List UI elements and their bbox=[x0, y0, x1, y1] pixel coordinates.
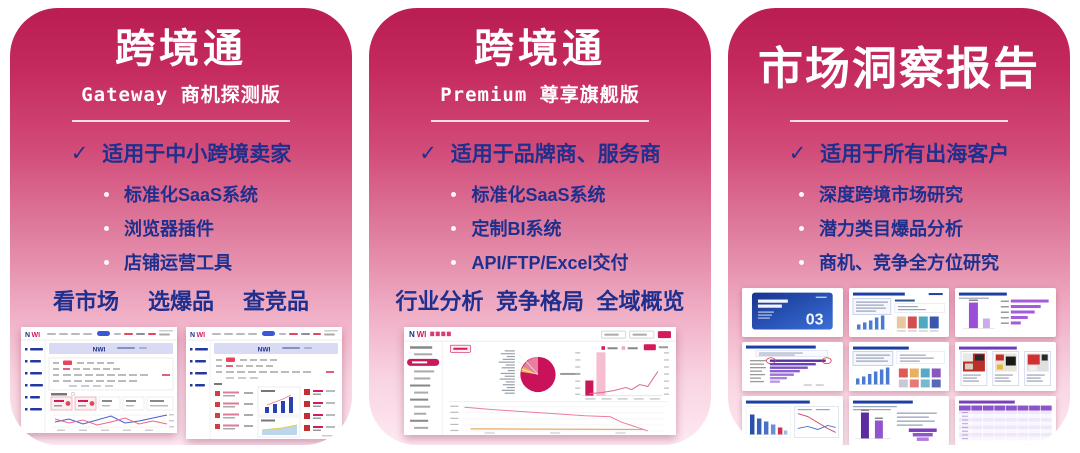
bullet-item: 标准化SaaS系统 bbox=[103, 177, 259, 211]
report-thumb-cover: 03 bbox=[742, 288, 843, 337]
report-thumb-data-table bbox=[955, 396, 1056, 445]
report-thumbnail-grid: 03 bbox=[728, 288, 1070, 445]
divider bbox=[71, 120, 291, 122]
bullet-text: 标准化SaaS系统 bbox=[471, 185, 606, 205]
bullet-icon bbox=[103, 225, 109, 231]
divider bbox=[789, 120, 1009, 122]
feature-tabs: 看市场 选爆品 查竞品 bbox=[10, 284, 352, 316]
feature-bullet-list: 深度跨境市场研究 潜力类目爆品分析 商机、竞争全方位研究 bbox=[799, 177, 999, 279]
bullet-text: 商机、竞争全方位研究 bbox=[819, 253, 999, 273]
report-thumb-columns-funnel bbox=[848, 396, 950, 445]
bullet-text: 浏览器插件 bbox=[123, 219, 214, 239]
feature-label: 查竞品 bbox=[242, 289, 309, 314]
feature-bullet-list: 标准化SaaS系统 浏览器插件 店铺运营工具 bbox=[103, 177, 259, 279]
report-thumb-hot-products bbox=[955, 342, 1056, 391]
nwi-logo-wi: WI bbox=[417, 330, 427, 339]
plan-card-gateway: 跨境通 Gateway 商机探测版 ✓ 适用于中小跨境卖家 标准化SaaS系统 … bbox=[10, 8, 352, 445]
check-icon: ✓ bbox=[70, 141, 89, 165]
dashboard-screenshot-bi: N WI bbox=[404, 327, 676, 435]
bullet-icon bbox=[451, 191, 457, 197]
report-thumb-purple-ranking bbox=[955, 288, 1056, 337]
audience-line: ✓ 适用于品牌商、服务商 bbox=[419, 138, 661, 168]
nwi-logo-wi: WI bbox=[31, 332, 40, 339]
card-header: 跨境通 Premium 尊享旗舰版 bbox=[440, 22, 640, 114]
card-title: 跨境通 bbox=[473, 27, 606, 71]
cover-number: 03 bbox=[806, 311, 824, 328]
nwi-logo-n: N bbox=[190, 332, 195, 339]
bullet-item: 浏览器插件 bbox=[103, 211, 258, 245]
feature-label: 全域概览 bbox=[596, 289, 685, 314]
feature-label: 竞争格局 bbox=[495, 289, 584, 314]
report-thumb-trend-compare bbox=[742, 396, 843, 445]
nwi-logo-n: N bbox=[25, 332, 30, 339]
plan-card-premium: 跨境通 Premium 尊享旗舰版 ✓ 适用于品牌商、服务商 标准化SaaS系统… bbox=[369, 8, 711, 445]
bullet-text: API/FTP/Excel交付 bbox=[471, 253, 629, 273]
bullet-text: 深度跨境市场研究 bbox=[819, 185, 963, 205]
dashboard-screenshot-products: N WI bbox=[185, 327, 342, 439]
bullet-icon bbox=[103, 191, 109, 197]
bullet-icon bbox=[799, 225, 804, 231]
bullet-item: 深度跨境市场研究 bbox=[799, 177, 999, 211]
bullet-icon bbox=[103, 259, 109, 265]
audience-text: 适用于中小跨境卖家 bbox=[102, 143, 292, 166]
screenshot-strip: N WI bbox=[20, 327, 342, 439]
card-header: 跨境通 Gateway 商机探测版 bbox=[81, 22, 281, 114]
bullet-item: 店铺运营工具 bbox=[103, 245, 258, 279]
bullet-text: 店铺运营工具 bbox=[123, 253, 232, 273]
report-card-insight: 市场洞察报告 ✓ 适用于所有出海客户 深度跨境市场研究 潜力类目爆品分析 商机、… bbox=[728, 8, 1070, 445]
nwi-banner-logo: NWI bbox=[257, 347, 270, 354]
audience-text: 适用于所有出海客户 bbox=[820, 143, 1010, 166]
bullet-icon bbox=[799, 191, 804, 197]
card-subtitle: Premium 尊享旗舰版 bbox=[440, 84, 640, 106]
divider bbox=[430, 120, 650, 122]
card-title: 市场洞察报告 bbox=[757, 42, 1040, 94]
bullet-item: 标准化SaaS系统 bbox=[451, 177, 628, 211]
nwi-logo-wi: WI bbox=[196, 332, 205, 339]
card-title: 跨境通 bbox=[114, 27, 247, 71]
card-subtitle: Gateway 商机探测版 bbox=[81, 84, 281, 106]
feature-bullet-list: 标准化SaaS系统 定制BI系统 API/FTP/Excel交付 bbox=[451, 177, 629, 279]
bullet-icon bbox=[451, 259, 457, 265]
audience-text: 适用于品牌商、服务商 bbox=[450, 143, 661, 166]
bullet-icon bbox=[451, 225, 457, 231]
report-thumb-category-bars bbox=[848, 288, 950, 337]
bullet-icon bbox=[799, 259, 804, 265]
check-icon: ✓ bbox=[788, 141, 807, 165]
report-thumb-hbar-analysis bbox=[742, 342, 843, 391]
nwi-banner-logo: NWI bbox=[92, 347, 105, 354]
report-thumb-bars-products bbox=[848, 342, 950, 391]
bullet-text: 标准化SaaS系统 bbox=[123, 185, 259, 205]
bullet-item: 潜力类目爆品分析 bbox=[799, 211, 999, 245]
bullet-item: 定制BI系统 bbox=[451, 211, 628, 245]
dashboard-screenshot-market: N WI bbox=[20, 327, 177, 433]
nwi-logo-n: N bbox=[409, 330, 415, 339]
bullet-text: 潜力类目爆品分析 bbox=[819, 219, 963, 239]
audience-line: ✓ 适用于所有出海客户 bbox=[789, 138, 1010, 168]
bullet-text: 定制BI系统 bbox=[471, 219, 562, 239]
feature-tabs: 行业分析 竞争格局 全域概览 bbox=[369, 284, 711, 316]
feature-label: 行业分析 bbox=[395, 289, 484, 314]
bullet-item: 商机、竞争全方位研究 bbox=[799, 245, 999, 279]
audience-line: ✓ 适用于中小跨境卖家 bbox=[71, 138, 292, 168]
bullet-item: API/FTP/Excel交付 bbox=[451, 245, 629, 279]
card-header: 市场洞察报告 bbox=[758, 22, 1040, 114]
check-icon: ✓ bbox=[419, 141, 437, 165]
screenshot-strip: N WI bbox=[404, 327, 676, 435]
feature-label: 选爆品 bbox=[147, 289, 214, 314]
feature-label: 看市场 bbox=[52, 289, 119, 314]
